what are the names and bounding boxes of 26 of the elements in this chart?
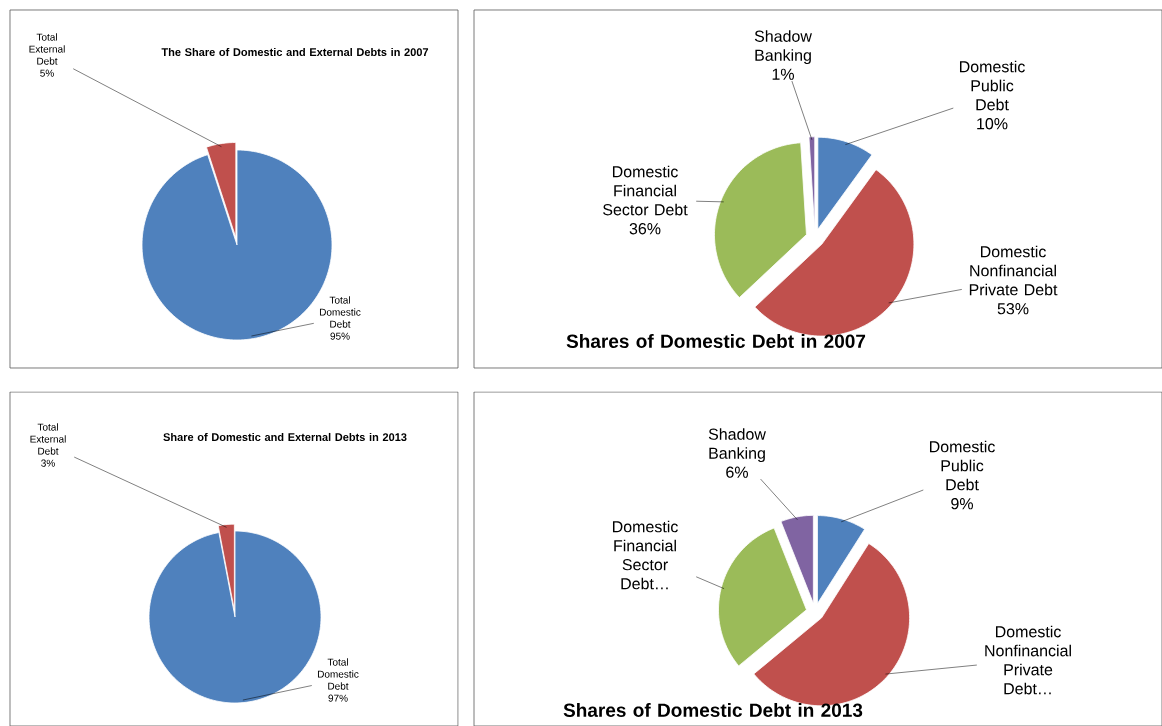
data-label: 36% [629,223,661,235]
slice-label: Domestic Nonfinancial Private Debt [969,245,1058,296]
text: Shares of Domestic Debt in 2013 [563,703,863,717]
data-label: 6% [726,466,748,478]
slice-label: Total External Debt [29,33,65,65]
slice-label: Shadow Banking [754,30,812,65]
slice-label: Domestic Financial Sector Debt… [612,520,678,590]
slice-label: Total Domestic Debt [319,296,361,328]
data-label: 9% [951,498,974,510]
slice-label: Domestic Financial Sector Debt [603,165,688,216]
slice-label: Shadow Banking [708,428,766,463]
slice-label: Domestic Nonfinancial Private Debt… [985,625,1071,695]
text: Shares of Domestic Debt in 2007 [566,334,866,348]
data-label: 97% [328,694,348,702]
text: Share of Domestic and External Debts in 2013 [163,432,407,442]
data-label: 1% [772,68,795,80]
slice-label: Total Domestic Debt [317,658,359,690]
data-label: 10% [977,118,1008,130]
data-label: 95% [330,332,350,340]
slice-label: Domestic Public Debt [959,60,1025,111]
data-label: 53% [997,303,1029,315]
text: The Share of Domestic and External Debts in 2007 [161,47,429,57]
slice-label: Domestic Public Debt [929,440,995,491]
data-label: 3% [41,459,55,467]
data-label: 5% [40,69,54,77]
slice-label: Total External Debt [30,423,66,455]
